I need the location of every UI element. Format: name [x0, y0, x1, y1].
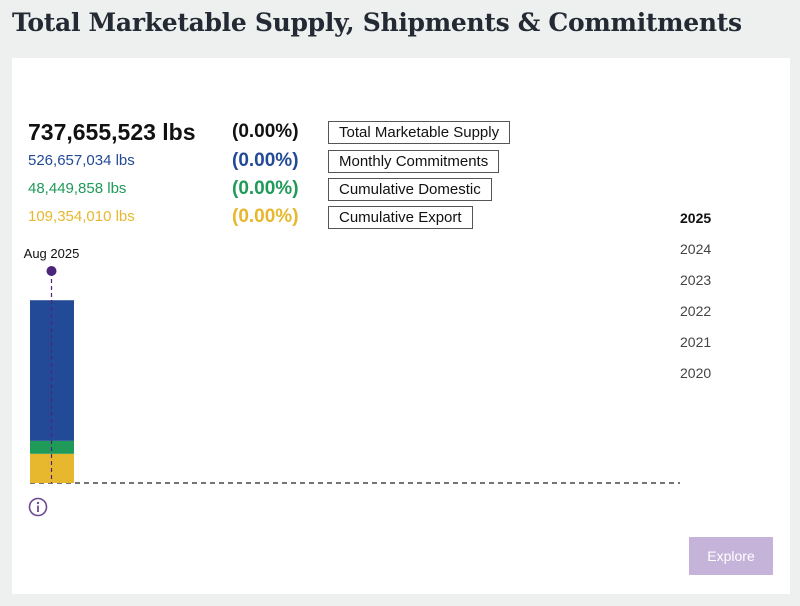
year-option-2024[interactable]: 2024 [680, 241, 712, 257]
monthly-commitments-value: 526,657,034 lbs [28, 152, 135, 169]
year-option-2025[interactable]: 2025 [680, 210, 712, 226]
legend-monthly-commitments[interactable]: Monthly Commitments [328, 150, 500, 173]
legend-cumulative-domestic[interactable]: Cumulative Domestic [328, 178, 492, 201]
info-circle-icon[interactable] [28, 497, 48, 517]
page-title: Total Marketable Supply, Shipments & Com… [12, 8, 742, 37]
cumulative-domestic-pct: (0.00%) [232, 178, 299, 199]
total-supply-value: 737,655,523 lbs [28, 119, 196, 145]
category-label: Aug 2025 [24, 246, 80, 261]
total-supply-pct: (0.00%) [232, 121, 299, 142]
year-option-2021[interactable]: 2021 [680, 334, 712, 350]
monthly-commitments-pct: (0.00%) [232, 150, 299, 171]
cumulative-export-pct: (0.00%) [232, 206, 299, 227]
cumulative-domestic-value: 48,449,858 lbs [28, 180, 127, 197]
highlight-marker[interactable] [46, 266, 57, 276]
legend-total-marketable-supply[interactable]: Total Marketable Supply [328, 121, 511, 144]
year-option-2022[interactable]: 2022 [680, 303, 712, 319]
chart-card: 737,655,523 lbs (0.00%) Total Marketable… [12, 58, 790, 594]
stacked-bar-chart: Aug 2025 [24, 246, 680, 484]
explore-button[interactable]: Explore [689, 537, 773, 575]
cumulative-export-value: 109,354,010 lbs [28, 208, 135, 225]
year-option-2020[interactable]: 2020 [680, 365, 712, 381]
legend-cumulative-export[interactable]: Cumulative Export [328, 206, 473, 229]
year-option-2023[interactable]: 2023 [680, 272, 712, 288]
